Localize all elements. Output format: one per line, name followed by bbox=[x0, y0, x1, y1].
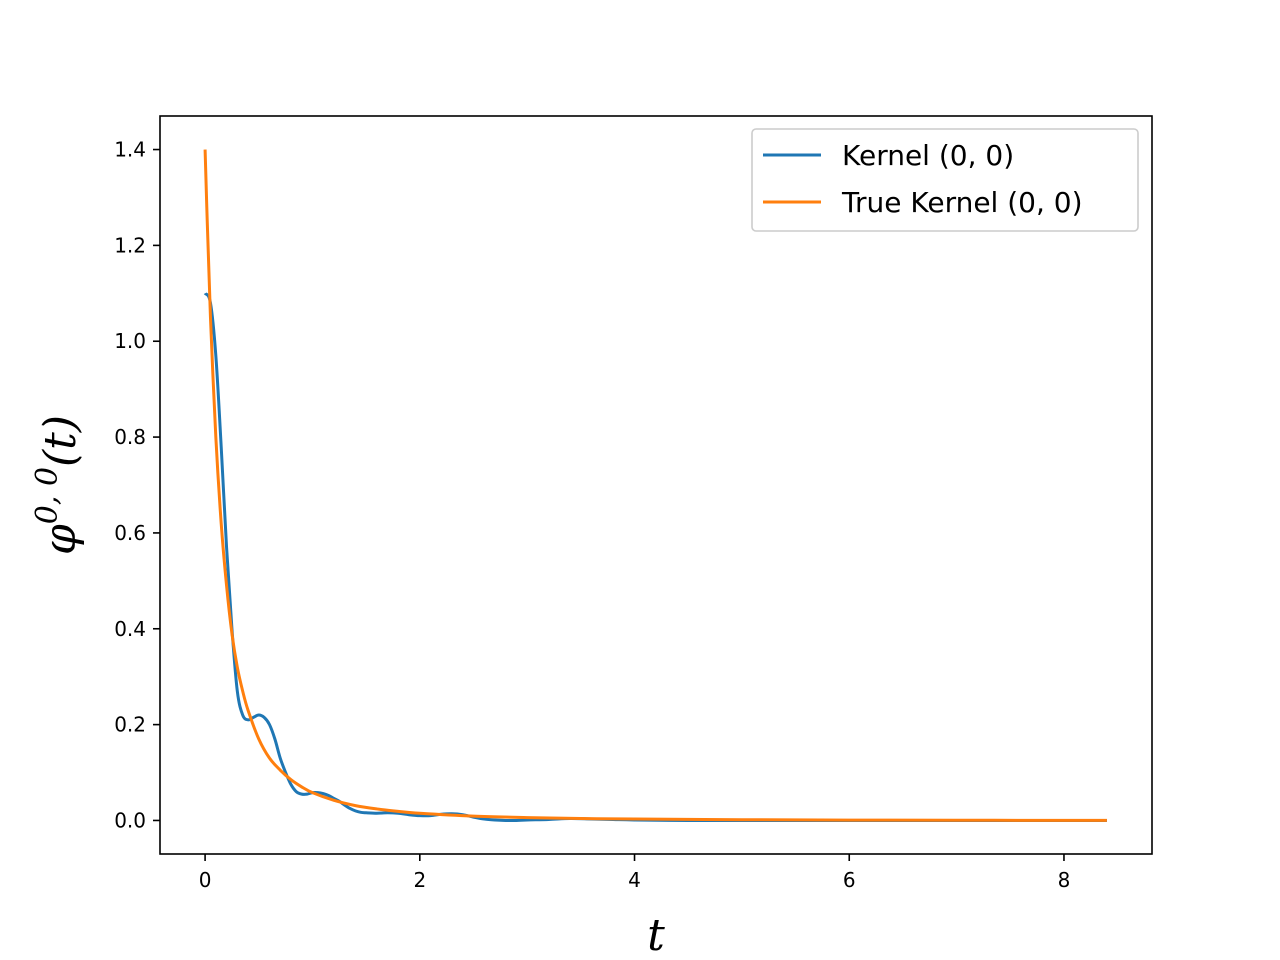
series-layer bbox=[203, 149, 1107, 823]
y-tick-label: 0.6 bbox=[114, 521, 146, 545]
y-tick-label: 1.4 bbox=[114, 138, 146, 162]
legend-label-0: Kernel (0, 0) bbox=[842, 139, 1014, 172]
x-tick-label: 6 bbox=[843, 868, 856, 892]
x-tick-label: 2 bbox=[413, 868, 426, 892]
legend-box bbox=[751, 128, 1139, 232]
y-axis-label: φ0, 0(t) bbox=[30, 415, 86, 555]
axes-frame bbox=[159, 115, 1153, 855]
y-tick-label: 0.8 bbox=[114, 425, 146, 449]
x-tick-label: 4 bbox=[628, 868, 641, 892]
y-tick-label: 0.0 bbox=[114, 808, 146, 832]
x-tick-label: 0 bbox=[199, 868, 212, 892]
x-tick-label: 8 bbox=[1058, 868, 1071, 892]
ticks-layer: 0 2 4 6 8 0.0 0.2 0.4 0.6 0.8 1.0 1.2 1.4 bbox=[114, 138, 1070, 892]
series-line-1 bbox=[203, 149, 1107, 822]
y-tick-label: 0.4 bbox=[114, 617, 146, 641]
y-tick-label: 0.2 bbox=[114, 713, 146, 737]
y-tick-label: 1.2 bbox=[114, 233, 146, 257]
legend-label-1: True Kernel (0, 0) bbox=[841, 186, 1083, 219]
legend: Kernel (0, 0) True Kernel (0, 0) bbox=[751, 128, 1139, 232]
x-axis-label: t bbox=[647, 910, 665, 960]
y-axis-label-text: φ0, 0(t) bbox=[30, 415, 86, 555]
y-tick-label: 1.0 bbox=[114, 329, 146, 353]
